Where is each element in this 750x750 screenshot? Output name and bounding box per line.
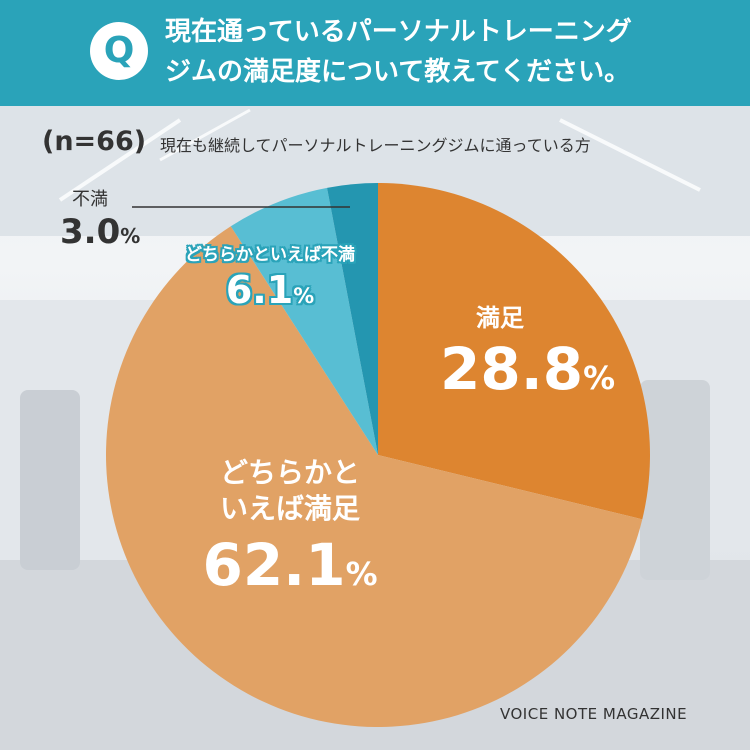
question-header: Q 現在通っているパーソナルトレーニング ジムの満足度について教えてください。 [0,0,750,106]
slice-name-somewhat-satisfied-2: いえば満足 [219,492,360,525]
pie-slice-dissatisfied [327,183,378,455]
question-line-2: ジムの満足度について教えてください。 [165,57,631,87]
brand-credit: VOICE NOTE MAGAZINE [500,705,688,723]
pie-slice-satisfied [378,183,650,520]
pie-slice-somewhat-satisfied [106,226,643,728]
slice-name-somewhat-dissatisfied: どちらかといえば不満 [185,245,355,265]
pie-slice-somewhat-dissatisfied [230,187,378,455]
question-badge: Q [90,22,148,80]
slice-label-satisfied: 満足 28.8% [440,298,616,414]
slice-name-satisfied: 満足 [476,304,524,332]
slice-value-somewhat-dissatisfied: 6.1% [225,268,315,312]
slice-name-dissatisfied: 不満 [72,189,108,210]
question-line-1: 現在通っているパーソナルトレーニング [165,17,632,47]
sample-description: 現在も継続してパーソナルトレーニングジムに通っている方 [160,136,591,155]
slice-value-somewhat-satisfied: 62.1% [202,531,378,599]
slice-name-somewhat-satisfied-1: どちらかと [219,456,360,489]
slice-value-dissatisfied: 3.0% [60,212,141,252]
question-text: 現在通っているパーソナルトレーニング ジムの満足度について教えてください。 [165,12,725,92]
sample-size: (n=66) [42,126,147,157]
slice-label-somewhat-dissatisfied: どちらかといえば不満 6.1% [160,240,380,321]
slice-value-satisfied: 28.8% [440,335,616,403]
slice-label-somewhat-satisfied: どちらかと いえば満足 62.1% [180,455,400,612]
